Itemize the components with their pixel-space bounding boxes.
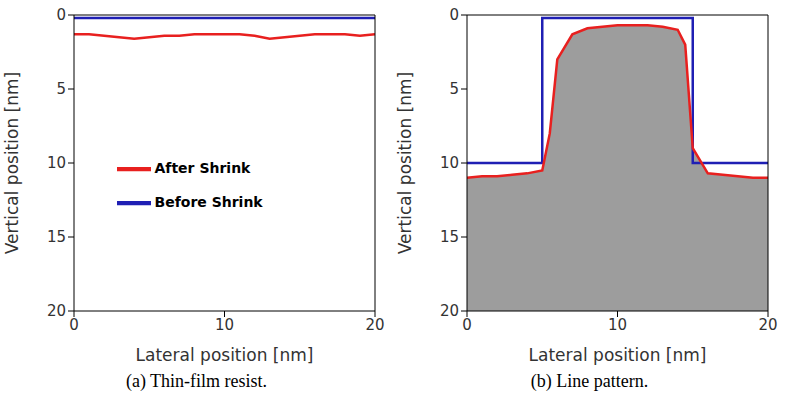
html-text:After Shrink: After Shrink: [154, 160, 251, 176]
svg-text:0: 0: [69, 316, 79, 334]
svg-text:Vertical position [nm]: Vertical position [nm]: [395, 72, 415, 254]
svg-text:15: 15: [46, 228, 65, 246]
svg-text:5: 5: [56, 80, 66, 98]
svg-text:Lateral position [nm]: Lateral position [nm]: [135, 345, 313, 365]
svg-text:10: 10: [214, 316, 233, 334]
svg-text:10: 10: [439, 154, 458, 172]
html-text:Before Shrink: Before Shrink: [154, 194, 263, 210]
html-text:(a) Thin-film resist.: (a) Thin-film resist.: [125, 371, 268, 391]
svg-text:20: 20: [46, 302, 65, 320]
svg-text:10: 10: [607, 316, 626, 334]
svg-text:0: 0: [449, 6, 459, 24]
html-text:(b) Line pattern.: (b) Line pattern.: [530, 371, 649, 391]
svg-text:15: 15: [439, 228, 458, 246]
svg-text:5: 5: [449, 80, 459, 98]
svg-text:0: 0: [462, 316, 472, 334]
svg-text:0: 0: [56, 6, 66, 24]
svg-text:20: 20: [365, 316, 384, 334]
svg-text:Lateral position [nm]: Lateral position [nm]: [528, 345, 706, 365]
svg-text:20: 20: [758, 316, 777, 334]
svg-text:Vertical position [nm]: Vertical position [nm]: [2, 72, 22, 254]
svg-text:20: 20: [439, 302, 458, 320]
svg-text:10: 10: [46, 154, 65, 172]
